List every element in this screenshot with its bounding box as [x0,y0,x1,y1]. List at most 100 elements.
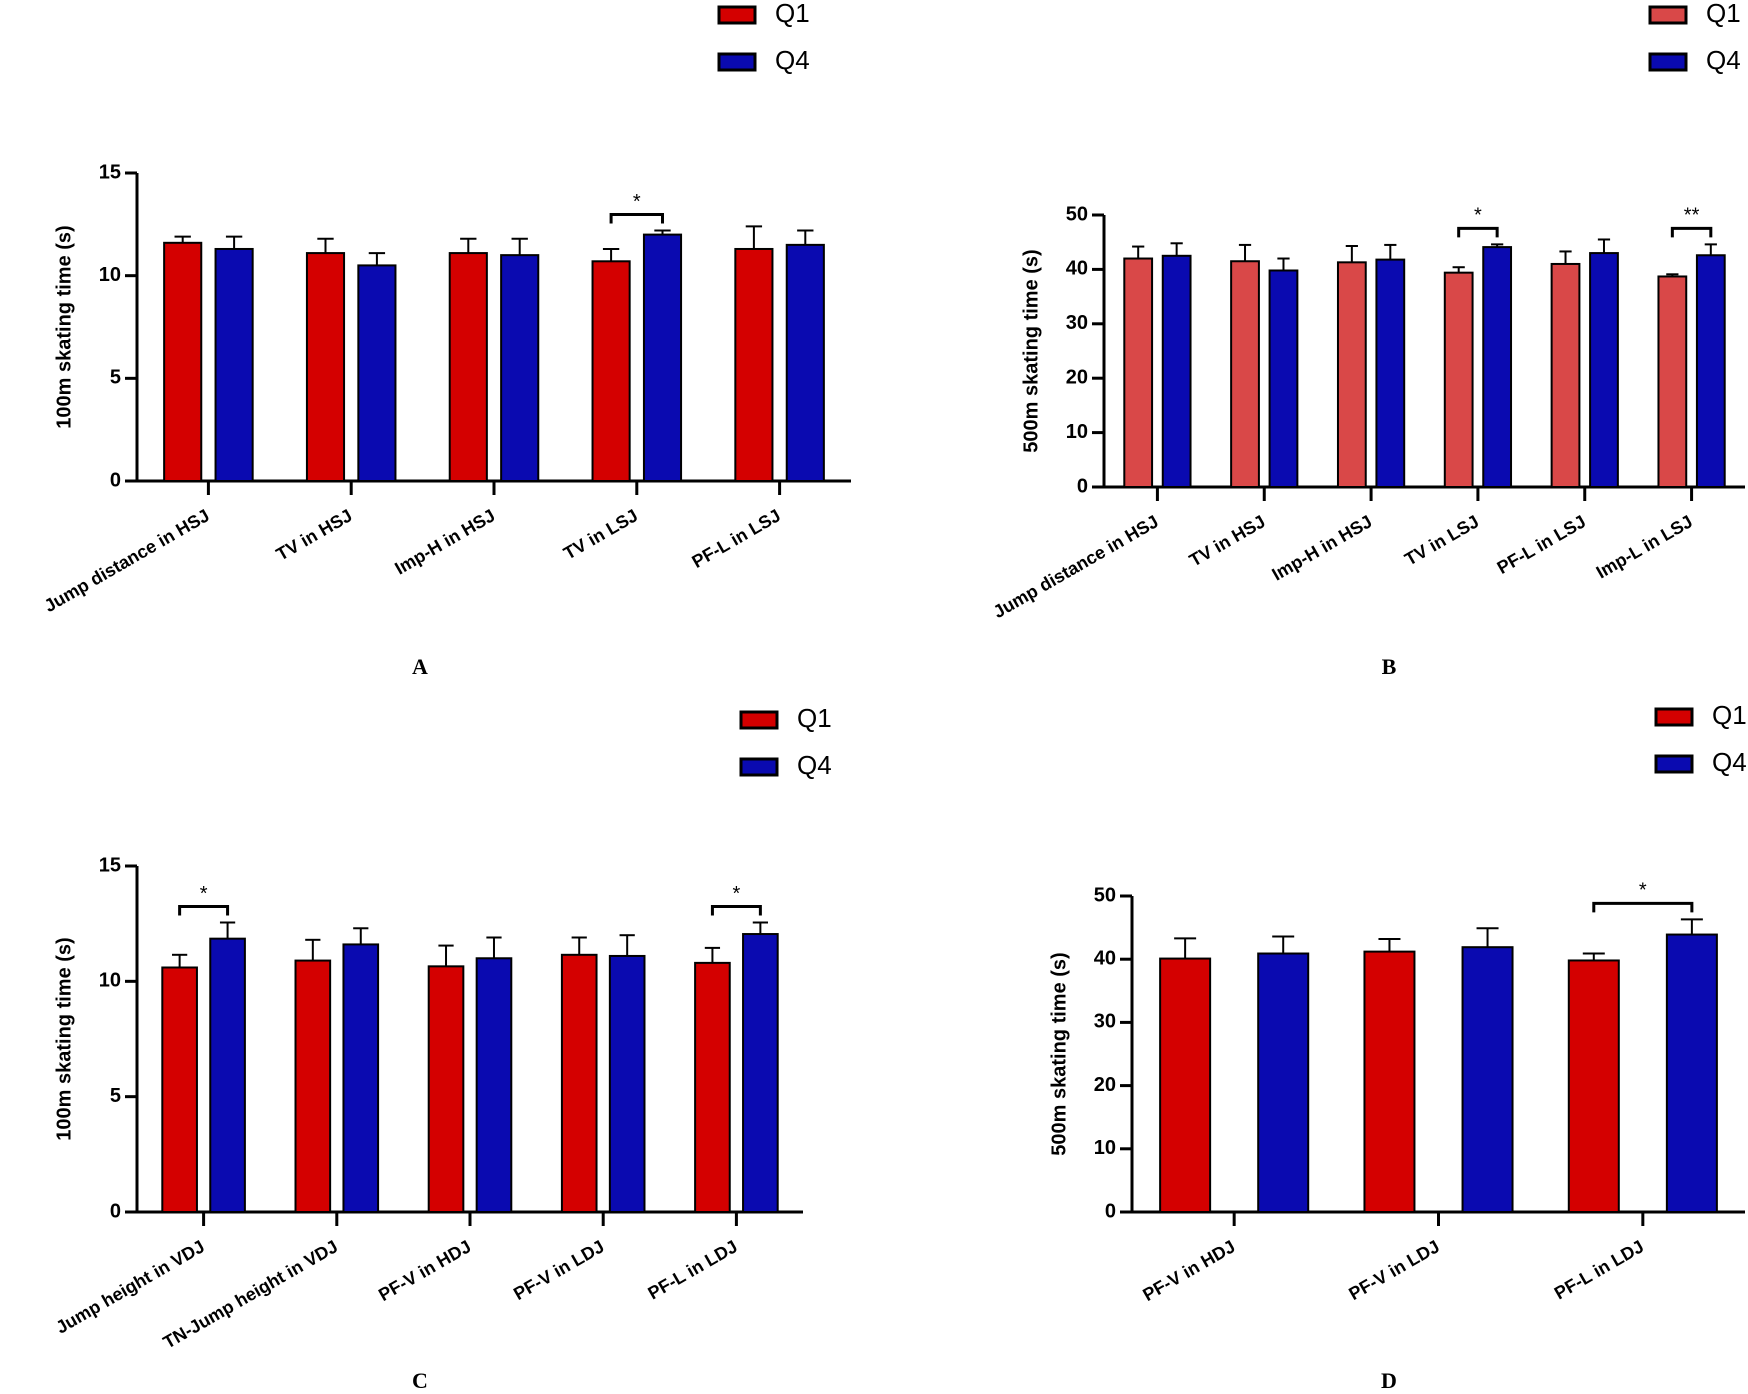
y-tick-label: 30 [1094,1011,1116,1033]
y-tick-label: 20 [1094,1074,1116,1096]
significance-bracket [1457,226,1499,238]
y-tick-label: 5 [110,367,121,389]
significance-bracket [609,212,665,224]
x-tick-label: TV in HSJ [273,505,356,564]
significance-bracket [1670,226,1713,238]
y-tick-label: 20 [1066,366,1088,388]
bar [1336,261,1367,488]
bar [1268,269,1299,488]
y-axis-label: 500m skating time (s) [1020,249,1042,452]
y-axis-label: 100m skating time (s) [53,937,75,1140]
y-tick-label: 10 [99,264,121,286]
x-tick-label: Jump distance in HSJ [41,505,213,616]
bar [1589,252,1619,488]
legend-label: Q1 [1706,0,1741,28]
bar [1665,933,1718,1213]
bar [475,957,513,1213]
bar [1123,257,1154,488]
significance-label: * [733,883,741,905]
x-tick-label: TV in HSJ [1186,511,1269,570]
x-tick-label: TV in LSJ [560,505,641,563]
significance-label: ** [1684,205,1700,227]
bar [1567,959,1620,1213]
bar [209,937,246,1213]
panel-label: B [1382,654,1397,679]
significance-bracket [178,905,230,916]
panel-label: C [412,1368,428,1393]
y-axis-label: 500m skating time (s) [1048,952,1070,1155]
bar [1461,946,1514,1214]
y-tick-label: 15 [99,854,121,876]
bar [1363,950,1416,1214]
y-tick-label: 50 [1066,203,1088,225]
x-tick-label: PF-V in LDJ [1345,1236,1442,1304]
y-tick-label: 10 [1066,421,1088,443]
x-tick-label: PF-L in LDJ [1551,1236,1647,1303]
panel-label: D [1381,1368,1397,1393]
bar [560,953,598,1213]
bar [1159,957,1212,1213]
bar [694,961,731,1213]
y-tick-label: 0 [110,1200,121,1222]
y-tick-label: 30 [1066,312,1088,334]
bar [427,965,465,1214]
x-tick-label: PF-V in HDJ [1139,1236,1238,1305]
y-tick-label: 15 [99,161,121,183]
legend-label: Q1 [797,703,832,733]
bar [1482,246,1513,488]
x-tick-label: Imp-H in HSJ [391,505,498,578]
significance-label: * [1474,205,1482,227]
x-tick-label: PF-V in HDJ [375,1236,474,1305]
legend-label: Q1 [1712,700,1747,730]
significance-label: * [200,883,208,905]
x-tick-label: Imp-L in LSJ [1593,511,1696,582]
significance-bracket [710,905,762,916]
legend-swatch [717,52,757,72]
bar [608,954,646,1214]
bar [342,943,380,1214]
legend-swatch [739,757,779,777]
bar [214,247,254,482]
legend-label: Q4 [797,750,832,780]
legend-label: Q4 [1706,45,1741,75]
y-tick-label: 0 [110,469,121,491]
y-tick-label: 40 [1066,258,1088,280]
y-tick-label: 10 [99,970,121,992]
bar [448,252,488,482]
bar [1657,275,1688,488]
legend-swatch [739,710,779,730]
bar [305,252,346,482]
x-tick-label: PF-L in LSJ [689,505,784,572]
y-tick-label: 10 [1094,1137,1116,1159]
x-tick-label: Imp-H in HSJ [1268,511,1375,584]
bar [1257,952,1310,1214]
legend-swatch [1654,754,1694,774]
y-axis-label: 100m skating time (s) [53,225,75,428]
x-tick-label: PF-V in LDJ [510,1236,607,1304]
panel-label: A [412,654,428,679]
significance-bracket [1592,901,1694,913]
legend-swatch [1654,707,1694,727]
bar [785,243,825,482]
legend-swatch [717,5,757,25]
bar [642,233,683,482]
y-tick-label: 5 [110,1085,121,1107]
bar [1443,271,1474,488]
bar [500,254,540,482]
bar [591,260,631,482]
bar [734,247,774,482]
bar [161,966,198,1214]
legend-label: Q4 [775,45,810,75]
bar [1375,258,1406,488]
significance-label: * [633,191,641,213]
bar [294,959,332,1213]
bar [1550,262,1581,488]
x-tick-label: Jump distance in HSJ [990,511,1162,622]
legend-swatch [1648,5,1688,25]
y-tick-label: 0 [1105,1200,1116,1222]
bar [1695,254,1726,488]
bar [163,241,203,482]
bar [1230,260,1260,488]
legend-label: Q4 [1712,747,1747,777]
